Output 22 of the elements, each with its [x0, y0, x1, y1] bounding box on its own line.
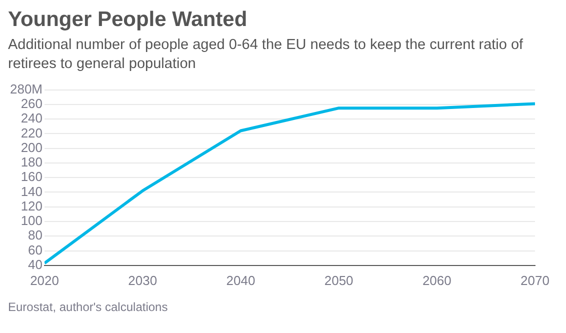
y-tick-label: 100: [20, 213, 43, 228]
y-tick-label: 240: [20, 110, 43, 126]
y-tick-label: 120: [20, 198, 43, 214]
x-tick-label: 2020: [30, 272, 59, 288]
x-tick-label: 2060: [422, 272, 452, 288]
y-tick-label: 200: [20, 140, 43, 155]
y-tick-label: 40: [28, 256, 43, 272]
x-tick-label: 2050: [324, 272, 354, 288]
x-tick-label: 2070: [520, 272, 550, 288]
x-tick-label: 2040: [226, 272, 256, 288]
y-tick-label: 260: [20, 96, 43, 112]
y-tick-label: 160: [20, 169, 43, 184]
chart-subtitle: Additional number of people aged 0-64 the EU needs to keep the current ratio of retirees to general population: [8, 36, 524, 74]
y-tick-label: 220: [20, 125, 43, 140]
y-tick-label: 280M: [10, 81, 43, 96]
y-tick-label: 140: [20, 184, 43, 199]
x-tick-label: 2030: [128, 272, 158, 288]
y-tick-label: 60: [28, 242, 43, 258]
text: Eurostat, author's calculations: [8, 300, 169, 314]
y-tick-label: 80: [28, 228, 43, 243]
chart-title: Younger People Wanted: [8, 8, 248, 32]
y-tick-label: 180: [20, 154, 43, 170]
